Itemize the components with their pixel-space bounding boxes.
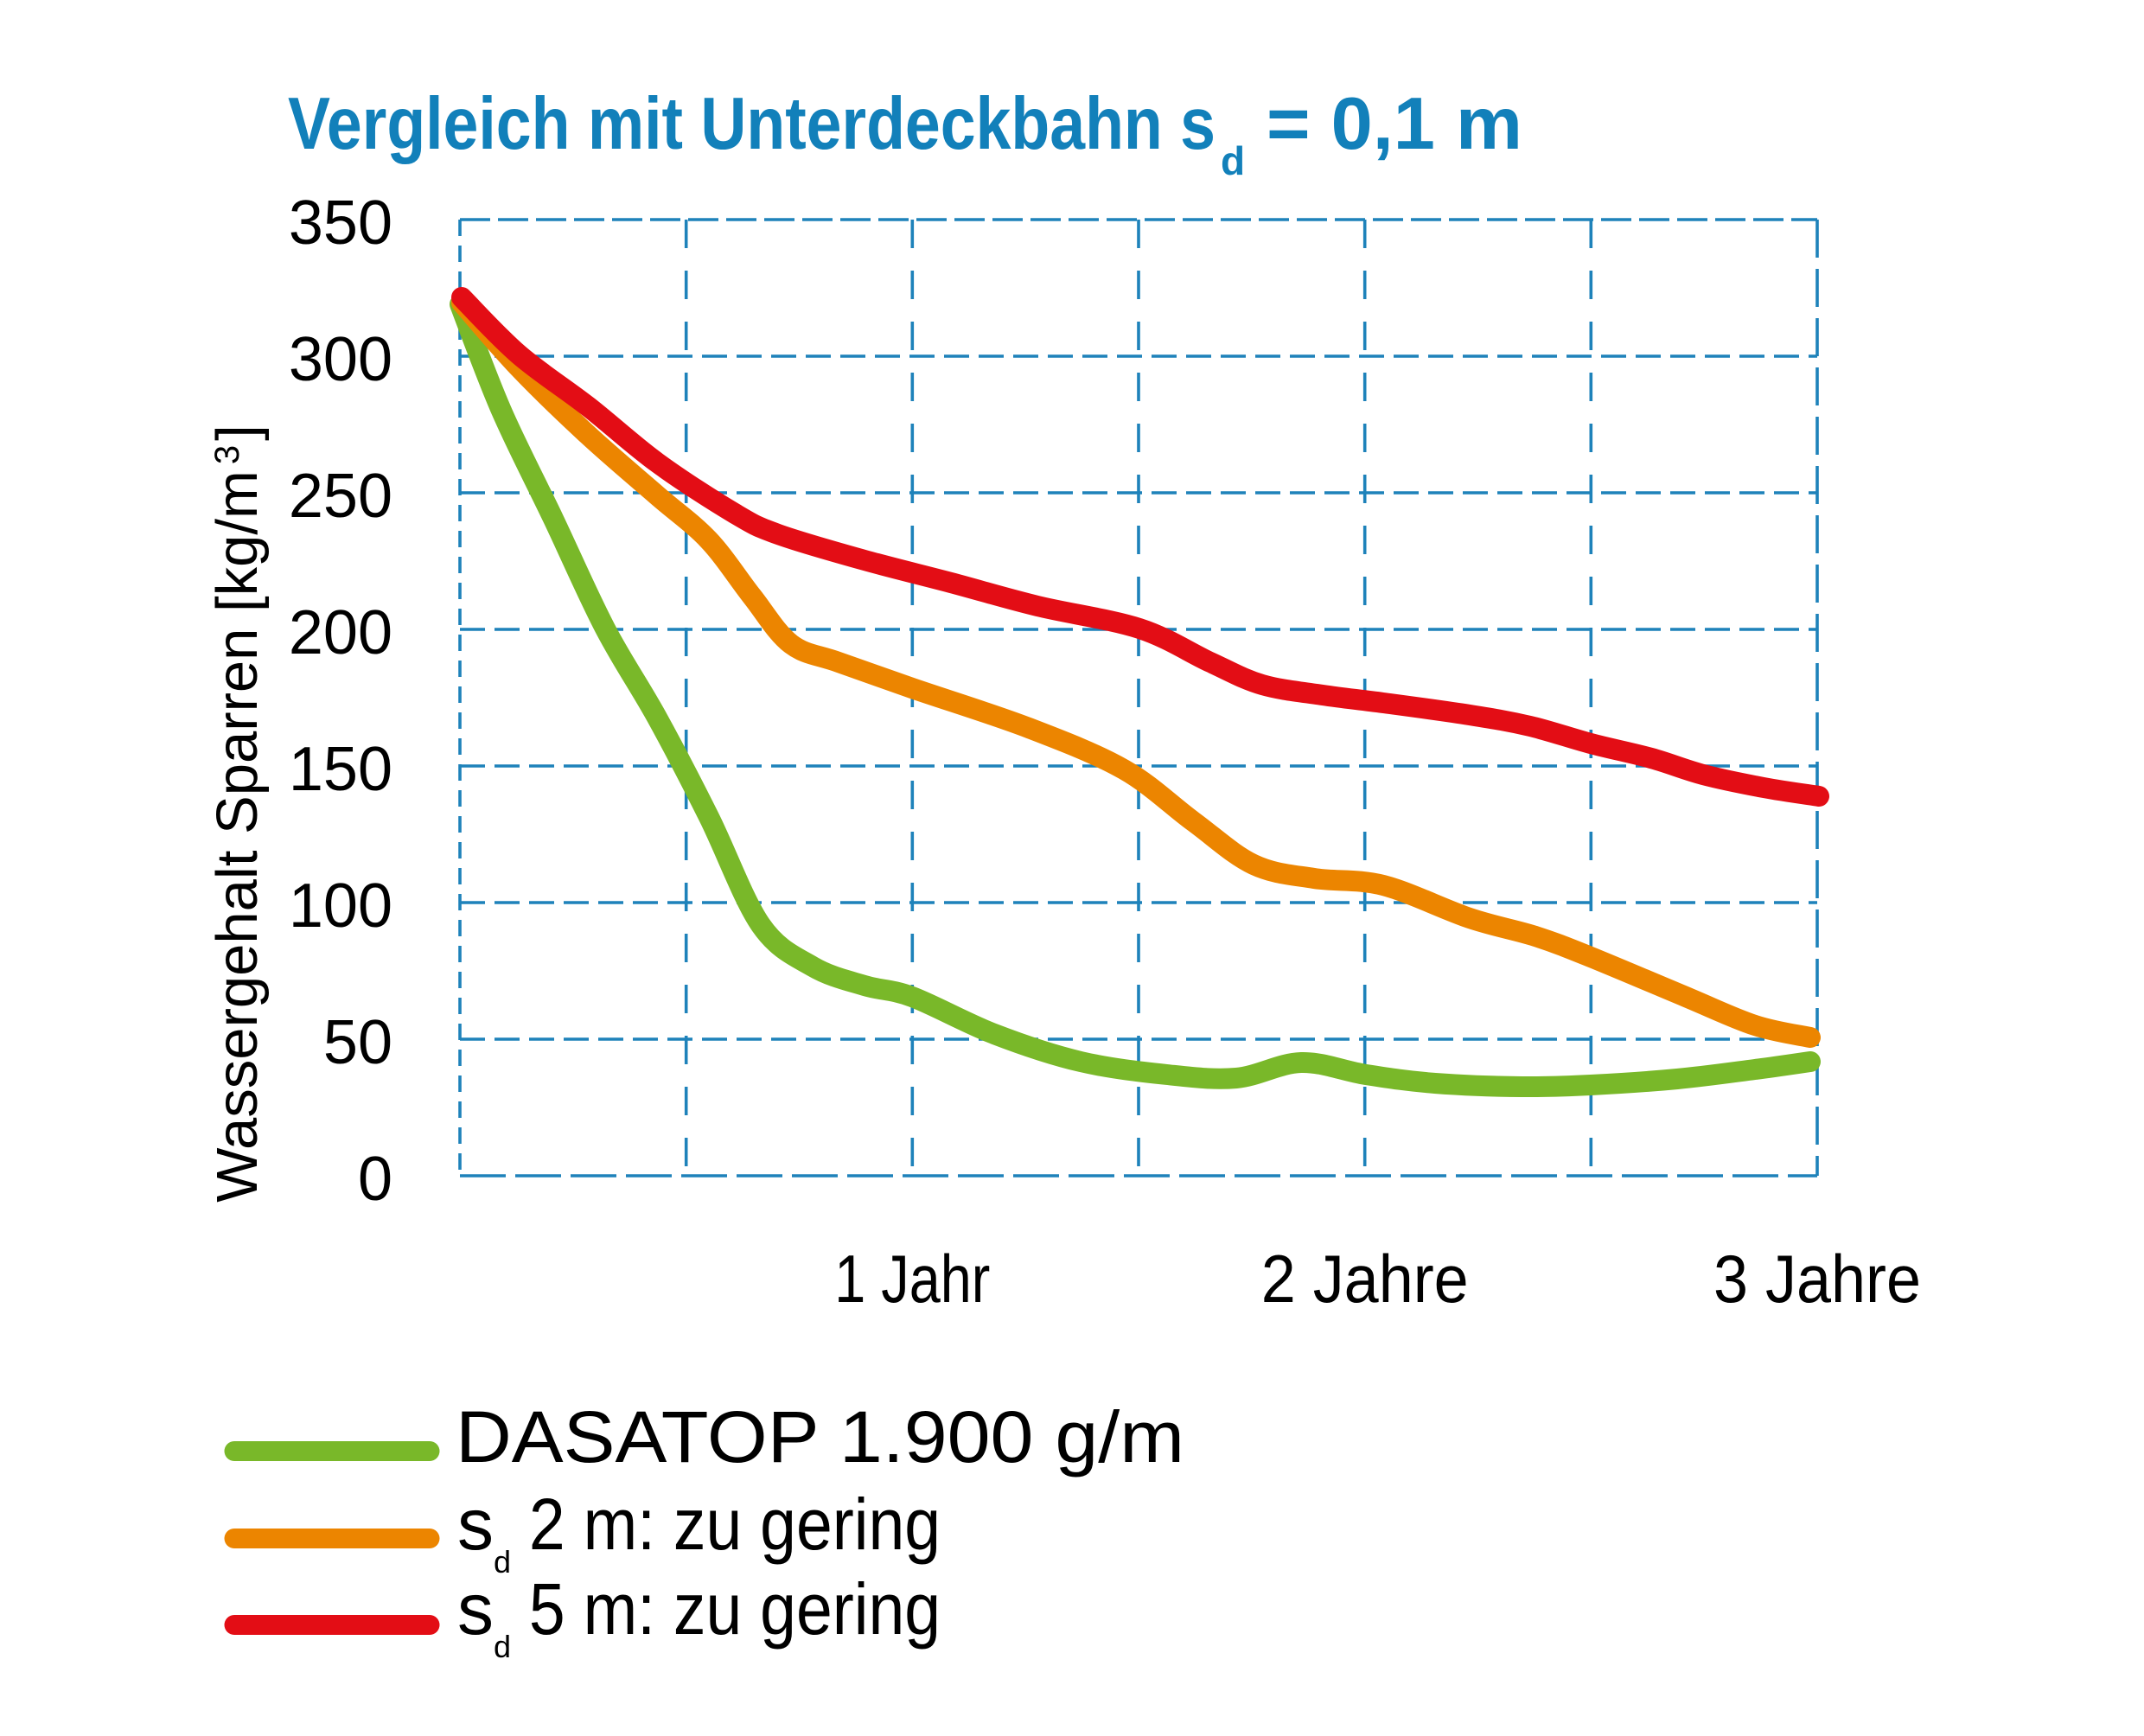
svg-text:150: 150: [289, 735, 392, 804]
svg-text:0: 0: [358, 1145, 392, 1214]
svg-text:Wassergehalt Sparren [kg/m3]: Wassergehalt Sparren [kg/m3]: [205, 424, 270, 1202]
svg-text:1 Jahr: 1 Jahr: [834, 1241, 990, 1317]
svg-text:DASATOP 1.900 g/m: DASATOP 1.900 g/m: [456, 1396, 1184, 1478]
svg-text:300: 300: [289, 325, 392, 394]
svg-text:50: 50: [323, 1008, 392, 1077]
svg-text:3 Jahre: 3 Jahre: [1713, 1241, 1921, 1317]
svg-text:350: 350: [289, 188, 392, 258]
svg-text:sd 5 m: zu gering: sd 5 m: zu gering: [457, 1568, 941, 1664]
svg-text:sd 2 m: zu gering: sd 2 m: zu gering: [457, 1484, 941, 1580]
svg-text:2 Jahre: 2 Jahre: [1261, 1241, 1469, 1317]
svg-text:Vergleich mit Unterdeckbahn s: Vergleich mit Unterdeckbahn s: [288, 83, 1216, 165]
svg-text:100: 100: [289, 871, 392, 941]
svg-text:= 0,1 m: = 0,1 m: [1267, 83, 1522, 165]
svg-text:200: 200: [289, 598, 392, 667]
svg-text:250: 250: [289, 462, 392, 531]
svg-text:d: d: [1221, 138, 1245, 183]
